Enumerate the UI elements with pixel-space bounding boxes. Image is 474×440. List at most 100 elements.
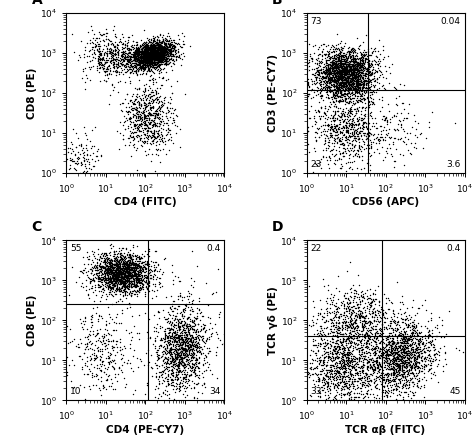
Point (161, 334, 169, 341)
Point (405, 100, 413, 107)
Point (385, 338, 392, 345)
Point (156, 121, 164, 128)
Point (106, 242, 113, 249)
Point (112, 256, 120, 263)
Point (103, 267, 111, 274)
Point (174, 367, 182, 374)
Point (151, 57, 158, 64)
Point (191, 353, 198, 360)
Point (115, 277, 122, 284)
Point (158, 53, 165, 60)
Point (89, 163, 97, 170)
Point (355, 393, 362, 400)
Point (126, 47, 133, 54)
Point (113, 259, 120, 266)
Point (162, 137, 169, 144)
Point (389, 335, 397, 342)
Point (342, 79, 350, 86)
Point (329, 322, 337, 329)
Point (157, 58, 164, 65)
Point (93, 46, 101, 53)
Point (339, 124, 346, 131)
Point (126, 254, 133, 261)
Point (134, 110, 141, 117)
Point (140, 51, 147, 58)
Point (133, 131, 141, 138)
Point (356, 48, 364, 55)
Point (331, 59, 338, 66)
Point (358, 85, 365, 92)
Point (108, 53, 116, 60)
Point (169, 109, 176, 116)
Point (141, 84, 149, 91)
Point (96, 297, 104, 304)
Point (334, 72, 342, 79)
Point (158, 46, 165, 53)
Point (380, 127, 387, 134)
Point (397, 353, 405, 360)
Point (415, 353, 423, 360)
Point (138, 109, 146, 116)
Point (343, 78, 351, 85)
Point (323, 370, 331, 377)
Point (126, 66, 133, 73)
Point (101, 278, 109, 285)
Point (138, 54, 146, 61)
Point (186, 360, 193, 367)
Point (434, 333, 441, 340)
Point (139, 56, 146, 63)
Point (123, 280, 130, 287)
Point (320, 357, 328, 364)
Point (118, 298, 125, 305)
Point (410, 346, 417, 353)
Point (333, 51, 340, 59)
Point (155, 51, 162, 58)
Point (330, 65, 338, 72)
Point (145, 111, 152, 118)
Point (140, 53, 147, 60)
Point (378, 337, 386, 344)
Point (426, 327, 433, 334)
Point (381, 390, 389, 397)
Point (348, 108, 356, 115)
Point (360, 357, 367, 364)
Point (355, 350, 363, 357)
Point (304, 140, 312, 147)
Point (143, 53, 150, 60)
Point (340, 79, 347, 86)
Point (320, 370, 328, 377)
Point (136, 267, 143, 274)
Point (387, 362, 394, 369)
Point (198, 344, 205, 351)
Point (374, 363, 382, 370)
Point (155, 62, 163, 70)
Point (138, 120, 146, 127)
Point (345, 72, 352, 79)
Point (173, 41, 181, 48)
Point (153, 59, 161, 66)
Point (169, 365, 176, 372)
Point (162, 57, 170, 64)
Point (121, 126, 128, 133)
Point (410, 348, 418, 356)
Point (352, 319, 359, 326)
Point (352, 369, 360, 376)
Point (127, 271, 135, 279)
Point (322, 74, 329, 81)
Point (107, 278, 115, 285)
Point (353, 73, 360, 80)
Point (348, 86, 356, 93)
Point (367, 130, 375, 137)
Point (415, 359, 422, 366)
Point (324, 66, 332, 73)
Point (369, 349, 377, 356)
Point (154, 53, 162, 60)
Point (344, 55, 351, 62)
Point (339, 77, 347, 84)
Point (358, 64, 366, 71)
Point (110, 258, 118, 265)
Point (354, 133, 362, 140)
Point (424, 356, 432, 363)
Point (340, 66, 348, 73)
Point (194, 320, 202, 327)
